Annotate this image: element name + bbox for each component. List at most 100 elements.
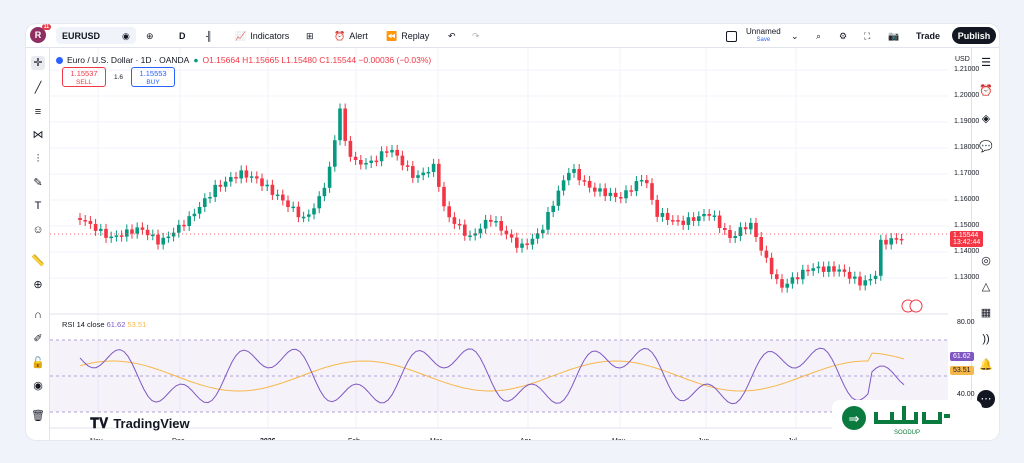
undo-icon[interactable]: ↶	[448, 30, 456, 41]
candle-body	[806, 269, 810, 272]
ideas-icon[interactable]: △	[981, 281, 991, 293]
tradingview-logo-icon: 𝐓𝐕	[90, 415, 109, 431]
candle-body	[405, 165, 410, 167]
candle-body	[145, 229, 150, 236]
candle-body	[208, 197, 212, 199]
candle-body	[530, 238, 535, 245]
chart-area[interactable]: Euro / U.S. Dollar · 1D · OANDA ● O1.156…	[50, 48, 984, 440]
brush-icon[interactable]: ✎	[33, 177, 43, 189]
top-toolbar: R 11 EURUSD ◉ ⊕ D ╢ 📈 Indicators ⊞ ⏰ Alert …	[26, 24, 999, 48]
candle-body	[520, 243, 524, 248]
eye-icon[interactable]: ◉	[122, 30, 130, 41]
candle-body	[275, 194, 280, 197]
fullscreen-icon[interactable]: ⛶	[864, 30, 871, 41]
projection-icon[interactable]: ⫶	[36, 153, 40, 165]
quick-search-icon[interactable]: ⌕	[816, 30, 822, 41]
alerts-icon[interactable]: ⏰	[979, 85, 993, 97]
candle-body	[395, 149, 399, 156]
candle-body	[873, 275, 878, 280]
trend-line-icon[interactable]: ╱	[34, 82, 42, 94]
crosshair-icon[interactable]: ✛	[31, 56, 45, 70]
candle-body	[182, 224, 186, 227]
candle-body	[286, 200, 290, 208]
candle-body	[811, 268, 815, 271]
candle-body	[733, 236, 737, 238]
publish-button[interactable]: Publish	[952, 27, 996, 44]
candle-body	[842, 269, 847, 272]
candle-body	[457, 223, 462, 226]
lock-drawing-icon[interactable]: ✐	[33, 333, 43, 345]
templates-icon[interactable]: ⊞	[306, 30, 314, 41]
alert-button[interactable]: ⏰ Alert	[334, 30, 368, 42]
settings-icon[interactable]: ⚙	[839, 30, 848, 41]
magnet-icon[interactable]: ∩	[34, 309, 42, 321]
indicators-button[interactable]: 📈 Indicators	[235, 30, 290, 42]
time-tick: May	[612, 438, 625, 440]
candle-body	[104, 228, 108, 238]
time-tick: Nov	[90, 438, 102, 440]
layout-checkbox[interactable]	[726, 27, 737, 45]
candle-body	[676, 220, 680, 222]
candle-type-icon[interactable]: ╢	[206, 31, 213, 41]
flag-icon	[56, 56, 63, 64]
target-icon[interactable]: ◎	[981, 255, 991, 267]
lock-icon[interactable]: 🔓	[31, 357, 45, 369]
chart-legend: Euro / U.S. Dollar · 1D · OANDA ● O1.156…	[56, 55, 431, 65]
candle-body	[556, 190, 561, 206]
candle-body	[390, 149, 394, 153]
candle-body	[780, 279, 784, 288]
candle-body	[327, 166, 332, 188]
watchlist-icon[interactable]: ☰	[981, 57, 991, 69]
trash-icon[interactable]: 🗑	[31, 410, 45, 422]
currency-label[interactable]: USD	[955, 56, 970, 63]
candle-body	[717, 215, 722, 228]
zoom-in-icon[interactable]: ⊕	[33, 279, 43, 291]
interval-button[interactable]: D	[179, 31, 186, 41]
pattern-icon[interactable]: ⋈	[32, 129, 44, 141]
price-chart[interactable]	[50, 48, 971, 440]
visibility-icon[interactable]: ◉	[33, 380, 43, 392]
replay-button[interactable]: ⏪ Replay	[386, 30, 430, 42]
candle-body	[135, 227, 139, 234]
symbol-search[interactable]: EURUSD	[56, 27, 136, 44]
price-tick: 1.19000	[954, 118, 980, 125]
layout-name-button[interactable]: Unnamed Save	[746, 27, 781, 44]
candle-body	[218, 184, 223, 187]
buy-button[interactable]: 1.15553 BUY	[131, 67, 176, 87]
fib-icon[interactable]: ≡	[34, 106, 42, 118]
candle-body	[546, 212, 550, 230]
rsi-ma-line	[79, 352, 905, 392]
candle-body	[509, 234, 514, 238]
candle-body	[442, 186, 446, 207]
time-tick: 2026	[260, 438, 276, 440]
calendar-icon[interactable]: ▦	[980, 307, 992, 319]
market-open-icon: ●	[193, 55, 199, 65]
candle-body	[223, 181, 228, 187]
apps-icon[interactable]: ⋯	[977, 390, 995, 408]
user-avatar[interactable]: R 11	[30, 24, 51, 43]
chevron-down-icon[interactable]: ⌄	[791, 30, 799, 41]
chat-icon[interactable]: 💬	[979, 141, 993, 153]
camera-icon[interactable]: 📷	[888, 30, 900, 41]
candle-body	[795, 277, 800, 280]
text-icon[interactable]: T	[34, 200, 42, 212]
candle-body	[483, 219, 488, 229]
emoji-icon[interactable]: ☺	[32, 224, 44, 236]
layers-icon[interactable]: ◈	[981, 113, 991, 125]
candle-body	[260, 178, 264, 187]
candle-body	[712, 215, 717, 217]
add-symbol-icon[interactable]: ⊕	[146, 30, 154, 41]
ruler-icon[interactable]: 📏	[31, 255, 45, 267]
redo-icon[interactable]: ↷	[472, 30, 480, 41]
trade-button[interactable]: Trade	[916, 31, 941, 41]
candle-body	[582, 180, 587, 182]
candle-body	[312, 208, 316, 215]
bell-icon[interactable]: 🔔	[979, 359, 993, 371]
candle-body	[603, 188, 607, 197]
broadcast-icon[interactable]: ))	[982, 333, 990, 345]
candle-body	[489, 219, 493, 222]
soodup-logo: ⇒ SOODUP	[832, 400, 982, 440]
candle-body	[665, 212, 670, 221]
sell-button[interactable]: 1.15537 SELL	[62, 67, 106, 87]
candle-body	[769, 257, 774, 275]
